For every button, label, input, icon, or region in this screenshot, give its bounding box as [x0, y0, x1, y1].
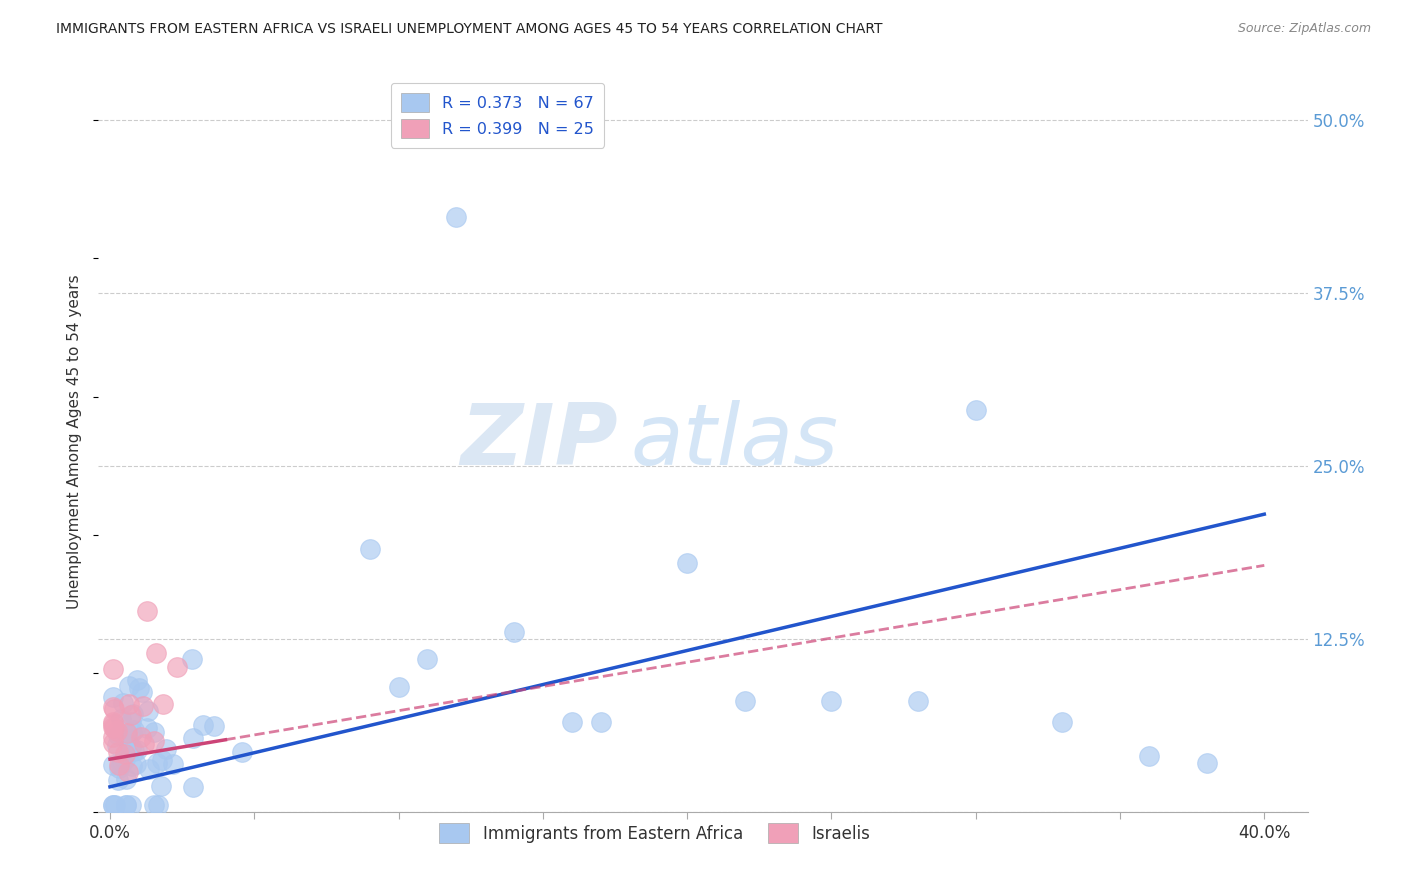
Point [131, 684, 153, 698]
Point [122, 706, 145, 721]
Point [120, 797, 142, 812]
Point [136, 721, 159, 735]
Point [166, 660, 188, 674]
Point [103, 702, 125, 716]
Point [181, 780, 204, 794]
Point [589, 714, 612, 729]
Point [103, 717, 125, 731]
Point [115, 797, 138, 812]
Point [107, 728, 129, 742]
Point [114, 797, 136, 812]
Point [1137, 749, 1160, 764]
Point [965, 403, 987, 417]
Point [149, 779, 172, 793]
Point [114, 752, 136, 766]
Point [143, 734, 166, 748]
Point [107, 773, 129, 788]
Point [127, 673, 149, 687]
Point [1052, 714, 1074, 729]
Text: Source: ZipAtlas.com: Source: ZipAtlas.com [1237, 22, 1371, 36]
Point [907, 694, 929, 708]
Point [101, 757, 124, 772]
Point [118, 737, 141, 751]
Point [103, 661, 125, 675]
Text: ZIP: ZIP [461, 400, 619, 483]
Point [181, 652, 204, 666]
Point [1195, 756, 1218, 771]
Point [120, 740, 142, 755]
Point [138, 762, 160, 776]
Point [101, 797, 124, 812]
Point [118, 679, 141, 693]
Point [101, 714, 124, 729]
Point [152, 697, 174, 711]
Point [734, 694, 756, 708]
Point [122, 723, 145, 737]
Point [122, 744, 145, 758]
Point [111, 696, 134, 710]
Point [503, 624, 526, 639]
Point [121, 708, 143, 723]
Point [359, 541, 381, 556]
Point [124, 757, 146, 772]
Point [561, 714, 583, 729]
Point [121, 758, 143, 772]
Point [105, 739, 128, 753]
Point [110, 758, 132, 772]
Point [416, 652, 439, 666]
Point [150, 753, 173, 767]
Point [114, 747, 136, 762]
Point [103, 721, 125, 735]
Point [143, 724, 166, 739]
Point [101, 700, 124, 714]
Point [117, 765, 139, 780]
Point [110, 712, 132, 726]
Point [387, 680, 409, 694]
Point [231, 745, 253, 759]
Y-axis label: Unemployment Among Ages 45 to 54 years: Unemployment Among Ages 45 to 54 years [67, 274, 83, 609]
Point [143, 797, 166, 812]
Point [146, 797, 169, 812]
Point [162, 757, 184, 772]
Point [202, 719, 225, 733]
Point [115, 728, 138, 742]
Point [101, 797, 124, 812]
Point [117, 697, 139, 711]
Point [676, 556, 699, 570]
Point [181, 731, 204, 745]
Point [125, 743, 148, 757]
Point [101, 736, 124, 750]
Point [120, 715, 142, 730]
Point [117, 731, 139, 746]
Text: atlas: atlas [630, 400, 838, 483]
Point [128, 681, 150, 696]
Point [145, 646, 167, 660]
Point [191, 717, 214, 731]
Point [107, 745, 129, 759]
Point [820, 694, 842, 708]
Point [129, 730, 152, 744]
Point [132, 737, 155, 751]
Point [115, 726, 138, 740]
Point [101, 690, 124, 705]
Point [118, 743, 141, 757]
Point [111, 755, 134, 769]
Legend: Immigrants from Eastern Africa, Israelis: Immigrants from Eastern Africa, Israelis [430, 814, 879, 852]
Point [101, 720, 124, 734]
Point [104, 797, 127, 812]
Point [136, 604, 159, 618]
Point [101, 730, 124, 744]
Point [121, 725, 143, 739]
Point [107, 758, 129, 772]
Point [108, 761, 131, 775]
Point [132, 698, 155, 713]
Point [105, 724, 128, 739]
Text: IMMIGRANTS FROM EASTERN AFRICA VS ISRAELI UNEMPLOYMENT AMONG AGES 45 TO 54 YEARS: IMMIGRANTS FROM EASTERN AFRICA VS ISRAEL… [56, 22, 883, 37]
Point [136, 704, 159, 718]
Point [155, 741, 177, 756]
Point [115, 772, 138, 786]
Point [145, 756, 167, 771]
Point [446, 210, 468, 224]
